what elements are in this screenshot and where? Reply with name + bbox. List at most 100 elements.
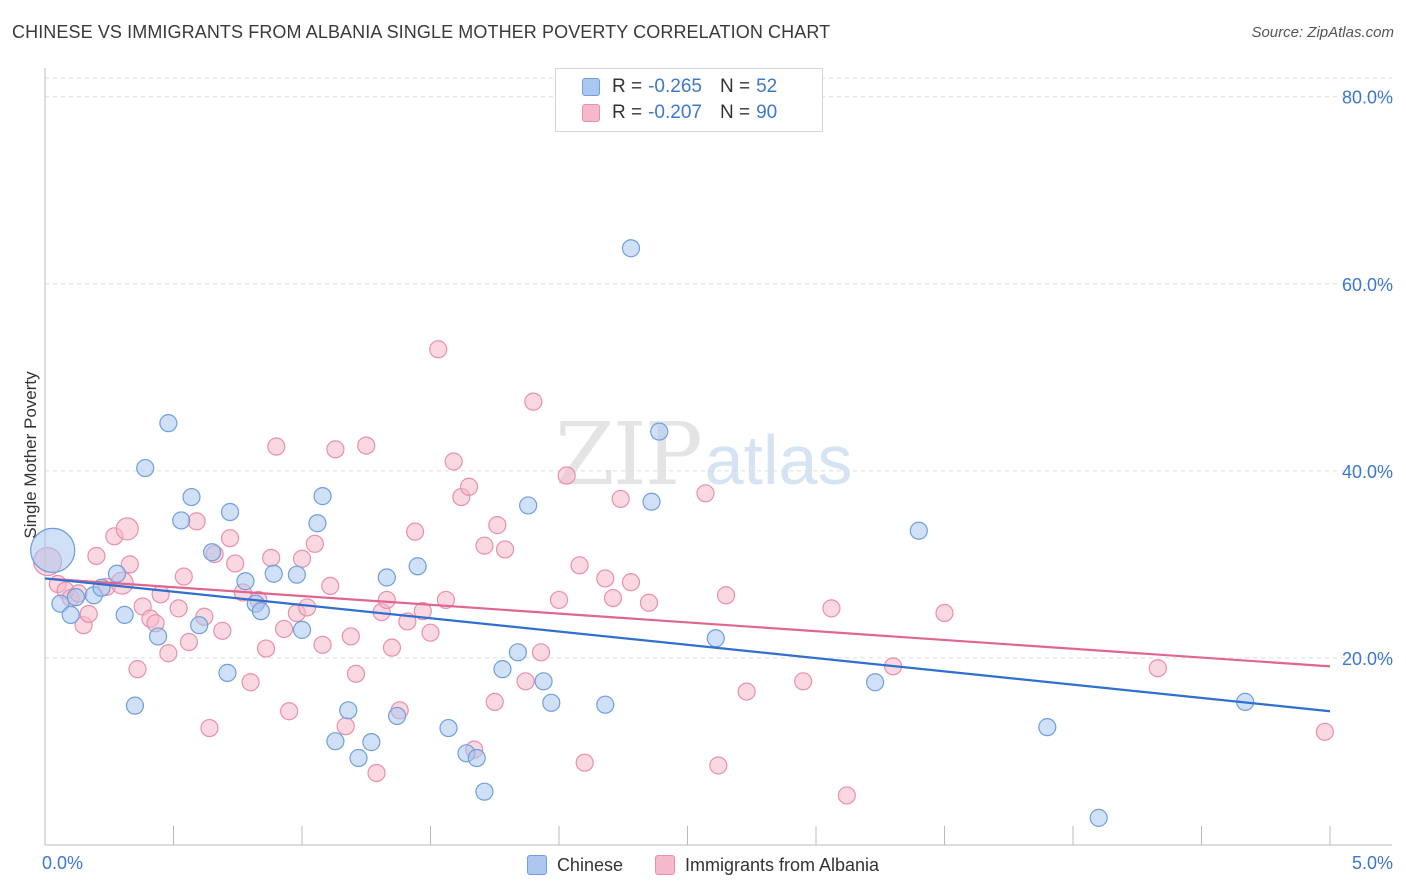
- point-chinese: [190, 616, 209, 635]
- r-value: -0.265: [648, 76, 702, 97]
- legend-swatch-chinese: [526, 855, 547, 875]
- point-chinese: [220, 502, 240, 522]
- point-albania: [557, 466, 576, 485]
- point-chinese: [172, 511, 191, 530]
- point-albania: [436, 590, 456, 610]
- trendline-chinese: [44, 577, 1331, 713]
- point-albania: [603, 588, 623, 608]
- point-chinese: [218, 663, 237, 682]
- point-chinese: [508, 643, 527, 662]
- point-albania: [326, 440, 345, 459]
- n-value: 52: [756, 76, 778, 97]
- point-chinese: [313, 487, 332, 506]
- point-albania: [367, 763, 386, 783]
- n-label: N =: [719, 102, 751, 123]
- point-albania: [174, 567, 193, 586]
- point-albania: [716, 586, 736, 605]
- point-chinese: [542, 693, 561, 712]
- point-albania: [357, 436, 376, 455]
- point-albania: [549, 590, 569, 610]
- point-albania: [200, 718, 219, 738]
- point-chinese: [909, 521, 928, 540]
- point-albania: [341, 627, 360, 646]
- legend-item-chinese[interactable]: Chinese: [526, 854, 623, 876]
- point-chinese: [182, 487, 201, 507]
- legend-item-albania[interactable]: Immigrants from Albania: [654, 855, 879, 876]
- point-albania: [611, 489, 630, 509]
- point-albania: [382, 638, 402, 657]
- point-chinese: [596, 695, 615, 714]
- point-albania: [313, 635, 332, 654]
- point-albania: [151, 585, 170, 604]
- point-albania: [935, 603, 954, 623]
- point-albania: [421, 623, 440, 642]
- point-albania: [405, 522, 425, 541]
- point-chinese: [1038, 718, 1057, 737]
- point-chinese: [51, 594, 70, 613]
- point-chinese: [493, 660, 512, 679]
- point-albania: [794, 672, 813, 691]
- point-chinese: [534, 672, 553, 691]
- point-albania: [87, 546, 106, 566]
- n-label: N =: [719, 76, 751, 97]
- point-albania: [413, 602, 432, 621]
- point-chinese: [308, 514, 327, 533]
- point-albania: [274, 619, 294, 639]
- series-legend: Chinese Immigrants from Albania: [0, 852, 1406, 878]
- point-albania: [570, 556, 589, 575]
- correlation-legend: R = -0.265 N = 52 R = -0.207 N = 90: [555, 68, 823, 132]
- point-chinese: [148, 627, 168, 646]
- watermark-zip: ZIP: [555, 405, 703, 505]
- point-albania: [475, 536, 494, 555]
- point-chinese: [287, 565, 306, 584]
- point-chinese: [362, 733, 381, 752]
- r-value: -0.207: [648, 102, 702, 123]
- point-chinese: [107, 564, 127, 583]
- point-albania: [531, 643, 551, 662]
- watermark-atlas: atlas: [704, 421, 853, 499]
- point-albania: [213, 621, 232, 640]
- y-tick-label: 20.0%: [1342, 649, 1393, 669]
- point-albania: [444, 452, 463, 471]
- point-albania: [128, 660, 147, 679]
- point-albania: [429, 340, 448, 359]
- point-albania: [837, 786, 856, 805]
- point-albania: [822, 599, 841, 618]
- source-credit: Source: ZipAtlas.com: [1251, 24, 1394, 41]
- legend-label-chinese: Chinese: [556, 854, 623, 875]
- point-chinese: [202, 543, 222, 562]
- r-label: R =: [612, 76, 643, 97]
- point-chinese: [519, 496, 538, 515]
- point-chinese: [475, 782, 494, 801]
- point-chinese: [292, 620, 312, 639]
- point-albania: [267, 437, 286, 456]
- point-chinese: [136, 458, 155, 478]
- point-albania: [305, 534, 324, 553]
- point-chinese: [115, 605, 134, 625]
- point-albania: [241, 673, 260, 692]
- point-albania: [336, 717, 355, 736]
- point-chinese: [339, 701, 358, 720]
- point-chinese: [650, 422, 669, 441]
- point-albania: [524, 392, 543, 411]
- point-chinese: [408, 557, 427, 576]
- point-albania: [621, 573, 641, 592]
- point-albania: [115, 517, 139, 541]
- trendline-albania: [44, 577, 1331, 668]
- point-albania: [120, 555, 139, 574]
- point-albania: [377, 590, 396, 610]
- point-albania: [292, 549, 312, 568]
- x-tick-label: 0.0%: [42, 853, 83, 873]
- point-albania: [737, 682, 756, 701]
- r-label: R =: [612, 102, 643, 123]
- point-albania: [298, 598, 317, 617]
- point-albania: [187, 512, 206, 531]
- point-albania: [346, 664, 366, 683]
- point-albania: [220, 529, 240, 548]
- point-chinese: [30, 527, 76, 573]
- point-albania: [459, 477, 479, 496]
- point-albania: [79, 604, 98, 624]
- point-albania: [256, 639, 276, 658]
- y-tick-label: 80.0%: [1342, 88, 1393, 108]
